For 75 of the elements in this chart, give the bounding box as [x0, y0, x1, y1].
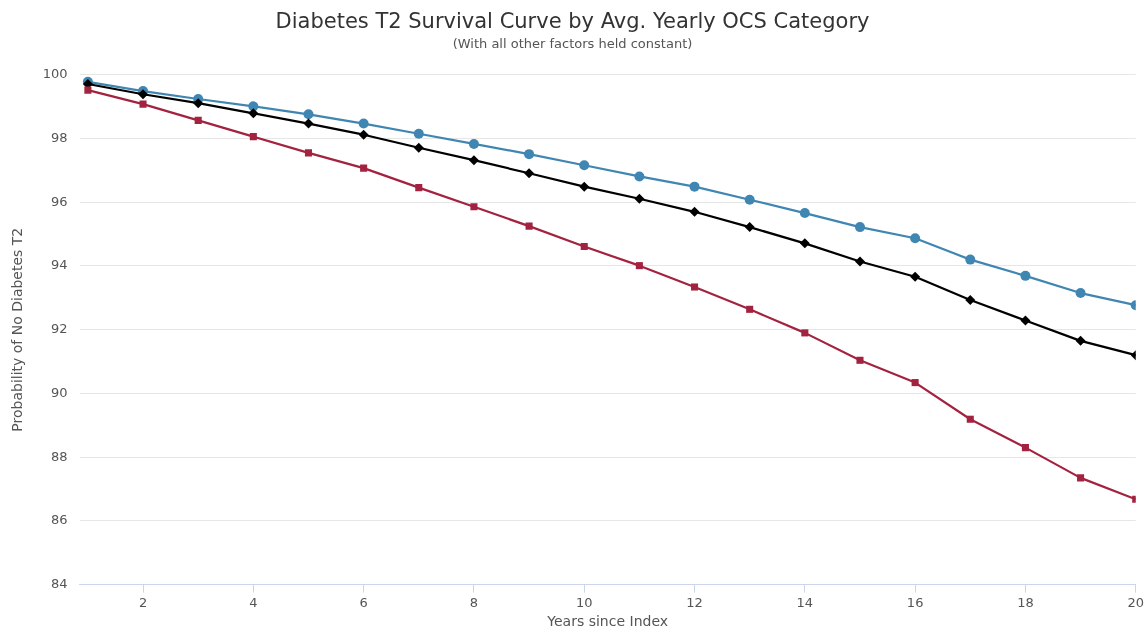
- y-tick-label: 100: [42, 66, 68, 82]
- point: [801, 329, 809, 337]
- point: [799, 238, 810, 249]
- point: [1075, 335, 1086, 346]
- point: [360, 164, 368, 172]
- y-tick-label: 86: [51, 512, 68, 528]
- point: [303, 109, 314, 120]
- point: [248, 101, 259, 112]
- point: [635, 262, 643, 270]
- x-tick-label: 10: [575, 594, 593, 610]
- point: [470, 203, 478, 211]
- point: [910, 233, 921, 244]
- point: [524, 149, 535, 160]
- point: [1077, 474, 1085, 482]
- point: [689, 206, 700, 217]
- point: [579, 181, 590, 192]
- point: [799, 208, 810, 219]
- point: [965, 254, 976, 265]
- point: [413, 142, 424, 153]
- point: [966, 415, 974, 423]
- point: [634, 171, 645, 182]
- y-tick-label: 88: [51, 448, 68, 464]
- point: [744, 194, 755, 205]
- point: [689, 181, 700, 192]
- x-axis-title: Years since Index: [546, 613, 669, 630]
- point: [194, 116, 202, 124]
- x-tick-label: 2: [138, 594, 148, 610]
- point: [911, 379, 919, 387]
- point: [1021, 444, 1029, 452]
- point: [139, 100, 147, 108]
- point: [579, 160, 590, 171]
- x-tick-label: 8: [469, 594, 479, 610]
- point: [746, 305, 754, 313]
- point: [358, 118, 369, 129]
- y-tick-label: 98: [51, 129, 68, 145]
- chart-title: Diabetes T2 Survival Curve by Avg. Yearly OCS Category: [275, 9, 870, 34]
- x-tick-label: 20: [1127, 594, 1144, 610]
- x-tick-label: 12: [686, 594, 703, 610]
- point: [524, 168, 535, 179]
- point: [468, 138, 479, 149]
- point: [525, 222, 533, 230]
- point: [468, 155, 479, 166]
- x-tick-label: 4: [249, 594, 258, 610]
- point: [358, 129, 369, 140]
- point: [744, 222, 755, 233]
- point: [910, 271, 921, 282]
- y-tick-label: 90: [51, 384, 68, 400]
- point: [1075, 288, 1086, 299]
- point: [1020, 270, 1031, 281]
- y-tick-label: 96: [51, 193, 68, 209]
- point: [248, 108, 259, 119]
- point: [303, 118, 314, 129]
- point: [580, 243, 588, 251]
- point: [413, 128, 424, 139]
- point: [965, 295, 976, 306]
- chart-subtitle: (With all other factors held constant): [452, 36, 693, 52]
- point: [634, 193, 645, 204]
- point: [304, 149, 313, 157]
- x-tick-label: 6: [359, 594, 368, 610]
- point: [691, 283, 699, 291]
- point: [854, 256, 865, 267]
- y-tick-label: 92: [51, 321, 68, 337]
- x-tick-label: 18: [1017, 594, 1034, 610]
- x-tick-label: 14: [796, 594, 814, 610]
- x-tick-label: 16: [906, 594, 924, 610]
- y-tick-label: 94: [51, 257, 68, 273]
- point: [415, 184, 423, 192]
- point: [854, 222, 865, 233]
- point: [249, 133, 257, 141]
- point: [856, 356, 864, 364]
- y-axis-title: Probability of No Diabetes T2: [9, 227, 26, 432]
- point: [1020, 315, 1031, 326]
- point: [84, 86, 92, 94]
- y-tick-label: 84: [51, 575, 68, 591]
- point: [193, 98, 204, 109]
